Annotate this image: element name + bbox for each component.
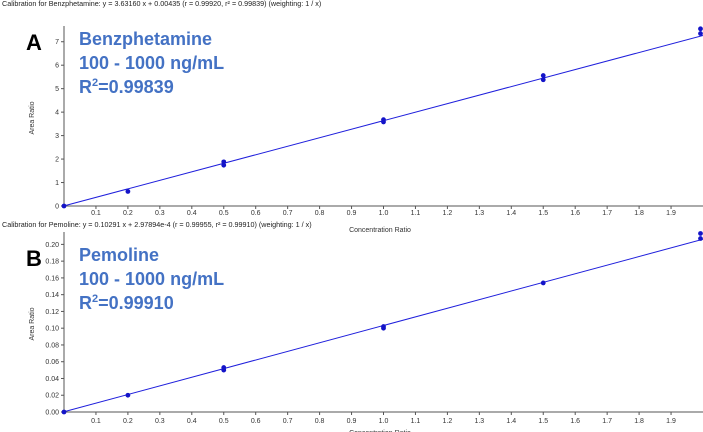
data-point (125, 189, 131, 194)
y-tick-label: 2 (55, 157, 59, 164)
y-tick-label: 0.12 (45, 309, 59, 316)
x-tick-label: 0.4 (187, 418, 197, 425)
x-tick-label: 1.4 (506, 418, 516, 425)
x-tick-label: 1.2 (443, 418, 453, 425)
concentration-range: 100 - 1000 ng/mL (79, 53, 224, 73)
x-tick-label: 0.6 (251, 210, 261, 217)
y-tick-label: 6 (55, 63, 59, 70)
y-tick-label: 0.02 (45, 393, 59, 400)
compound-name: Pemoline (79, 245, 159, 265)
x-tick-label: 0.1 (91, 210, 101, 217)
concentration-range: 100 - 1000 ng/mL (79, 269, 224, 289)
x-tick-label: 0.9 (347, 418, 357, 425)
x-tick-label: 0.7 (283, 210, 293, 217)
data-point (221, 365, 227, 370)
data-point (381, 117, 386, 123)
x-tick-label: 0.9 (347, 210, 357, 217)
y-tick-label: 3 (55, 133, 59, 140)
x-tick-label: 0.5 (219, 418, 229, 425)
x-tick-label: 1.1 (411, 418, 421, 425)
x-axis-label: Concentration Ratio (349, 430, 411, 432)
r-squared-value: R2=0.99910 (79, 293, 174, 313)
x-tick-label: 0.8 (315, 210, 325, 217)
data-point (221, 159, 227, 165)
data-point (540, 73, 546, 78)
data-point (221, 162, 227, 168)
x-tick-label: 0.2 (123, 418, 133, 425)
y-tick-label: 1 (55, 180, 59, 187)
calibration-equation-text: Calibration for Pemoline: y = 0.10291 x … (2, 220, 312, 229)
data-point (698, 31, 703, 36)
y-tick-label: 0.08 (45, 342, 59, 349)
x-tick-label: 1.4 (506, 210, 516, 217)
y-tick-label: 0.20 (45, 242, 59, 249)
x-tick-label: 1.0 (379, 418, 389, 425)
x-tick-label: 1.1 (411, 210, 421, 217)
x-tick-label: 0.6 (251, 418, 261, 425)
x-tick-label: 1.0 (379, 210, 389, 217)
x-tick-label: 0.7 (283, 418, 293, 425)
data-point (61, 203, 67, 209)
x-tick-label: 1.6 (570, 210, 580, 217)
x-tick-label: 1.7 (602, 210, 612, 217)
data-point (698, 26, 703, 32)
data-point (698, 236, 703, 241)
y-tick-label: 0.10 (45, 326, 59, 333)
data-point (381, 324, 386, 329)
x-tick-label: 0.5 (219, 210, 229, 217)
x-tick-label: 0.3 (155, 418, 165, 425)
data-point (540, 280, 546, 286)
x-tick-label: 0.2 (123, 210, 133, 217)
data-point (540, 77, 546, 83)
x-tick-label: 1.6 (570, 418, 580, 425)
data-point (698, 231, 703, 236)
x-tick-label: 1.3 (474, 210, 484, 217)
compound-name: Benzphetamine (79, 29, 212, 49)
x-tick-label: 0.4 (187, 210, 197, 217)
r-squared-value: R2=0.99839 (79, 77, 174, 97)
y-tick-label: 7 (55, 39, 59, 46)
y-tick-label: 5 (55, 86, 59, 93)
y-tick-label: 0.14 (45, 292, 59, 299)
x-tick-label: 1.9 (666, 210, 676, 217)
y-tick-label: 0.00 (45, 410, 59, 417)
y-axis-label: Area Ratio (29, 101, 36, 134)
y-tick-label: 4 (55, 110, 59, 117)
y-axis-label: Area Ratio (29, 307, 36, 340)
x-tick-label: 0.1 (91, 418, 101, 425)
data-point (61, 409, 67, 415)
x-tick-label: 1.8 (634, 418, 644, 425)
calibration-equation-text: Calibration for Benzphetamine: y = 3.631… (2, 0, 321, 8)
x-tick-label: 1.5 (538, 418, 548, 425)
x-tick-label: 0.8 (315, 418, 325, 425)
x-tick-label: 1.3 (474, 418, 484, 425)
y-tick-label: 0.16 (45, 275, 59, 282)
panel-a-benzphetamine: Calibration for Benzphetamine: y = 3.631… (2, 0, 703, 234)
x-tick-label: 1.9 (666, 418, 676, 425)
y-tick-label: 0 (55, 204, 59, 211)
x-tick-label: 0.3 (155, 210, 165, 217)
panel-b-pemoline: Calibration for Pemoline: y = 0.10291 x … (2, 220, 703, 432)
y-tick-label: 0.18 (45, 259, 59, 266)
x-tick-label: 1.8 (634, 210, 644, 217)
y-tick-label: 0.04 (45, 376, 59, 383)
panel-letter: A (26, 30, 42, 55)
x-tick-label: 1.7 (602, 418, 612, 425)
x-tick-label: 1.5 (538, 210, 548, 217)
x-tick-label: 1.2 (443, 210, 453, 217)
panel-letter: B (26, 246, 42, 271)
data-point (125, 392, 131, 398)
x-axis-label: Concentration Ratio (349, 227, 411, 234)
y-tick-label: 0.06 (45, 359, 59, 366)
